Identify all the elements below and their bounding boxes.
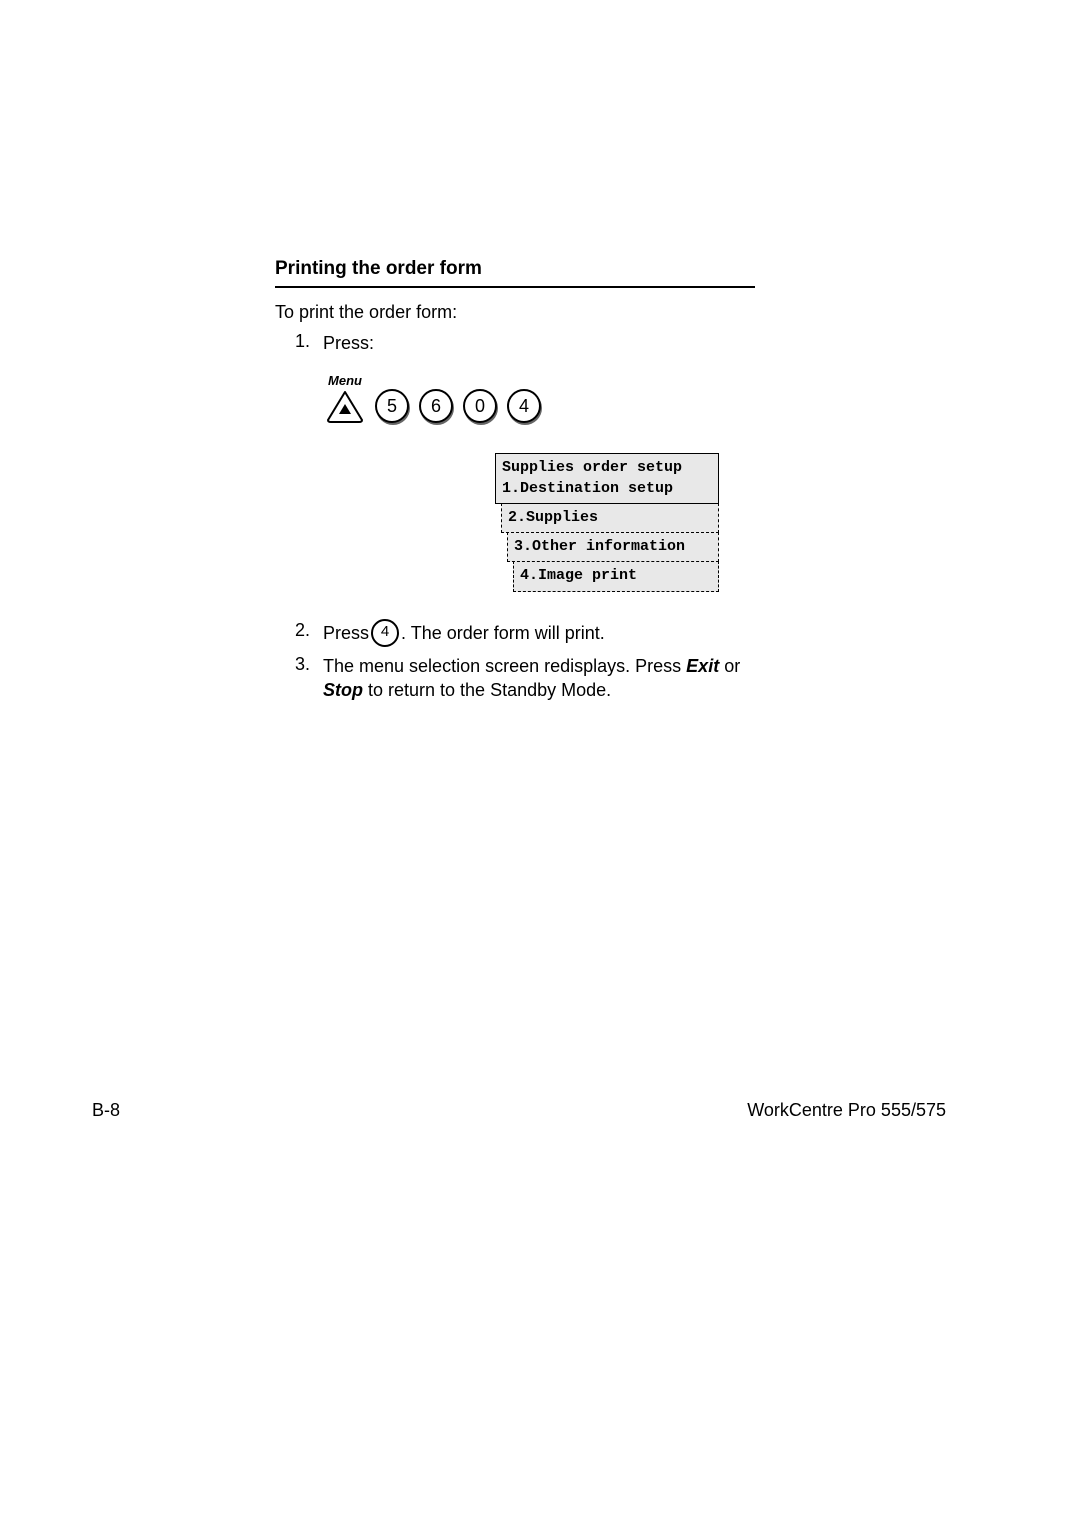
lcd-box-4: 4.Image print [513, 561, 719, 591]
digit-button-4-inline[interactable]: 4 [371, 619, 399, 647]
step-2: 2. Press 4 . The order form will print. [295, 620, 755, 648]
step-text: Press: [323, 331, 755, 355]
step-text: Press 4 . The order form will print. [323, 620, 755, 648]
step-number: 3. [295, 654, 323, 675]
step-1: 1. Press: [295, 331, 755, 355]
exit-keyword: Exit [686, 656, 719, 676]
step-number: 2. [295, 620, 323, 641]
step-3-mid: or [719, 656, 740, 676]
digit-button-6[interactable]: 6 [419, 389, 453, 423]
step-3-pre: The menu selection screen redisplays. Pr… [323, 656, 686, 676]
step-list: 1. Press: [295, 331, 755, 355]
section-title: Printing the order form [275, 258, 755, 288]
step-3: 3. The menu selection screen redisplays.… [295, 654, 755, 703]
intro-text: To print the order form: [275, 302, 755, 323]
stop-keyword: Stop [323, 680, 363, 700]
lcd-line-1: Supplies order setup [502, 459, 682, 476]
lcd-box-main: Supplies order setup 1.Destination setup [495, 453, 719, 504]
digit-button-0[interactable]: 0 [463, 389, 497, 423]
lcd-box-3: 3.Other information [507, 532, 719, 562]
lcd-box-2: 2.Supplies [501, 503, 719, 533]
button-sequence: Menu 5 6 0 4 [325, 373, 755, 423]
digit-button-5[interactable]: 5 [375, 389, 409, 423]
menu-triangle-icon [325, 389, 365, 423]
step-text: The menu selection screen redisplays. Pr… [323, 654, 755, 703]
step-2-post: . The order form will print. [401, 621, 605, 645]
digit-button-4[interactable]: 4 [507, 389, 541, 423]
step-3-post: to return to the Standby Mode. [363, 680, 611, 700]
step-list-cont: 2. Press 4 . The order form will print. … [295, 620, 755, 703]
page-number: B-8 [92, 1100, 120, 1121]
page-footer: B-8 WorkCentre Pro 555/575 [92, 1100, 946, 1121]
page-content: Printing the order form To print the ord… [275, 258, 755, 708]
lcd-display-stack: Supplies order setup 1.Destination setup… [495, 453, 719, 591]
product-name: WorkCentre Pro 555/575 [747, 1100, 946, 1121]
step-2-pre: Press [323, 621, 369, 645]
lcd-line-2: 1.Destination setup [502, 480, 673, 497]
step-number: 1. [295, 331, 323, 352]
menu-button[interactable]: Menu [325, 373, 365, 423]
menu-label: Menu [328, 373, 362, 388]
